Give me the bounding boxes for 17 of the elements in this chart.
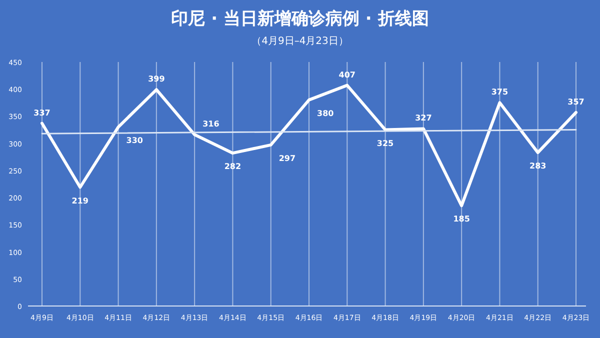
data-label: 282 (224, 162, 242, 172)
data-label: 380 (317, 108, 334, 118)
data-label: 297 (278, 154, 296, 163)
data-label: 283 (530, 162, 546, 171)
data-label: 375 (491, 88, 508, 97)
data-label: 316 (202, 120, 220, 129)
data-label: 330 (126, 136, 144, 146)
data-label: 357 (568, 97, 584, 106)
chart-title: 印尼 · 当日新增确诊病例 · 折线图 (171, 9, 429, 29)
data-label: 185 (453, 214, 470, 224)
data-label: 219 (72, 196, 89, 206)
data-label: 337 (34, 108, 50, 118)
chart-subtitle: （4月9日–4月23日） (252, 36, 348, 47)
data-label: 399 (148, 74, 166, 84)
data-label: 327 (415, 114, 432, 123)
data-label: 407 (338, 70, 356, 80)
data-label: 325 (376, 138, 394, 148)
